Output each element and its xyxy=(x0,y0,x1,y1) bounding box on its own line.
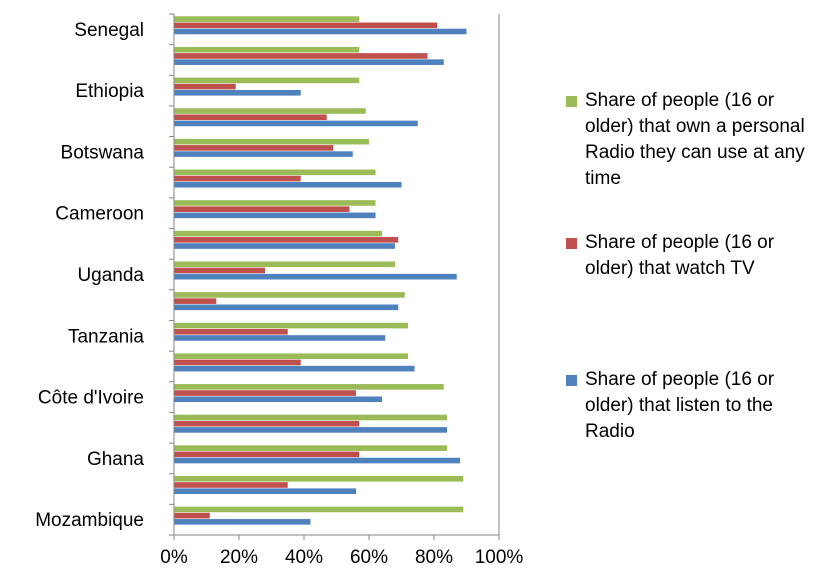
x-tick-label: 80% xyxy=(415,547,453,568)
bar-series-0-row-1 xyxy=(174,46,360,53)
bar-series-2-row-2 xyxy=(174,89,301,96)
legend-label-listen-radio: Share of people (16 or older) that liste… xyxy=(585,369,775,442)
bar-series-2-row-6 xyxy=(174,212,376,219)
legend-label-radio-ownership: Share of people (16 or older) that own a… xyxy=(585,90,805,189)
bar-series-0-row-6 xyxy=(174,200,376,206)
x-tick-label: 0% xyxy=(160,547,188,568)
bar-series-1-row-10 xyxy=(174,328,288,335)
bar-series-2-row-4 xyxy=(174,151,353,157)
x-tick-label: 20% xyxy=(220,547,258,568)
bar-series-0-row-0 xyxy=(174,16,360,22)
category-label: Botswana xyxy=(61,142,145,163)
category-label: Ethiopia xyxy=(75,81,144,102)
bar-series-2-row-9 xyxy=(174,304,399,311)
bar-series-0-row-7 xyxy=(174,230,382,237)
bar-series-0-row-9 xyxy=(174,292,405,298)
bar-series-0-row-2 xyxy=(174,77,360,84)
bar-series-0-row-16 xyxy=(174,506,464,513)
legend-swatch-radio-ownership xyxy=(566,96,577,107)
bar-series-0-row-3 xyxy=(174,108,366,114)
bar-series-2-row-3 xyxy=(174,120,418,127)
bar-series-0-row-13 xyxy=(174,414,447,421)
bar-series-1-row-6 xyxy=(174,206,350,212)
bar-series-0-row-4 xyxy=(174,138,369,145)
x-tick-label: 60% xyxy=(350,547,388,568)
category-label: Tanzania xyxy=(68,326,144,347)
bar-series-2-row-16 xyxy=(174,519,311,525)
bar-series-1-row-16 xyxy=(174,512,210,519)
bar-series-0-row-15 xyxy=(174,476,464,482)
bar-series-2-row-7 xyxy=(174,243,395,249)
bar-series-1-row-15 xyxy=(174,482,288,488)
bar-series-0-row-12 xyxy=(174,384,444,390)
legend-swatch-watch-tv xyxy=(566,238,577,249)
bars-group xyxy=(174,16,467,525)
axes-group xyxy=(169,13,500,540)
category-label: Senegal xyxy=(74,20,144,41)
bar-series-2-row-14 xyxy=(174,457,460,464)
x-tick-labels: 0% 20% 40% 60% 80% 100% xyxy=(160,547,523,568)
category-labels: Senegal Ethiopia Botswana Cameroon Uganda Tan… xyxy=(35,20,144,531)
bar-series-2-row-11 xyxy=(174,365,415,372)
bar-series-2-row-8 xyxy=(174,273,457,280)
x-tick-label: 100% xyxy=(475,547,524,568)
category-label: Uganda xyxy=(77,265,144,286)
bar-series-2-row-12 xyxy=(174,396,382,403)
bar-series-1-row-13 xyxy=(174,420,360,427)
x-tick-label: 40% xyxy=(285,547,323,568)
bar-series-1-row-14 xyxy=(174,451,360,458)
bar-series-1-row-2 xyxy=(174,83,236,90)
legend-swatch-listen-radio xyxy=(566,375,577,386)
legend-item-radio-ownership: Share of people (16 or older) that own a… xyxy=(566,88,825,192)
bar-series-1-row-4 xyxy=(174,145,334,151)
bar-series-1-row-1 xyxy=(174,53,428,59)
bar-series-2-row-10 xyxy=(174,335,386,341)
bar-series-0-row-5 xyxy=(174,169,376,176)
bar-series-0-row-11 xyxy=(174,353,408,360)
category-label: Mozambique xyxy=(35,510,144,531)
bar-series-1-row-11 xyxy=(174,359,301,366)
legend-item-listen-radio: Share of people (16 or older) that liste… xyxy=(566,367,825,445)
bar-series-0-row-14 xyxy=(174,445,447,451)
bar-series-2-row-0 xyxy=(174,28,467,35)
bar-series-1-row-0 xyxy=(174,22,438,29)
bar-series-2-row-13 xyxy=(174,427,447,433)
bar-series-1-row-12 xyxy=(174,390,356,396)
bar-series-0-row-8 xyxy=(174,261,395,268)
bar-series-1-row-9 xyxy=(174,298,217,304)
category-label: Côte d'Ivoire xyxy=(38,388,144,409)
bar-series-1-row-8 xyxy=(174,267,265,274)
bar-series-2-row-5 xyxy=(174,181,402,188)
bar-series-1-row-3 xyxy=(174,114,327,121)
bar-series-2-row-15 xyxy=(174,488,356,495)
bar-series-1-row-7 xyxy=(174,237,399,243)
category-label: Cameroon xyxy=(55,204,144,225)
category-label: Ghana xyxy=(87,449,144,470)
bar-series-1-row-5 xyxy=(174,175,301,182)
bar-series-2-row-1 xyxy=(174,59,444,65)
legend-item-watch-tv: Share of people (16 or older) that watch… xyxy=(566,230,825,282)
bar-series-0-row-10 xyxy=(174,322,408,329)
legend-label-watch-tv: Share of people (16 or older) that watch… xyxy=(585,232,775,279)
